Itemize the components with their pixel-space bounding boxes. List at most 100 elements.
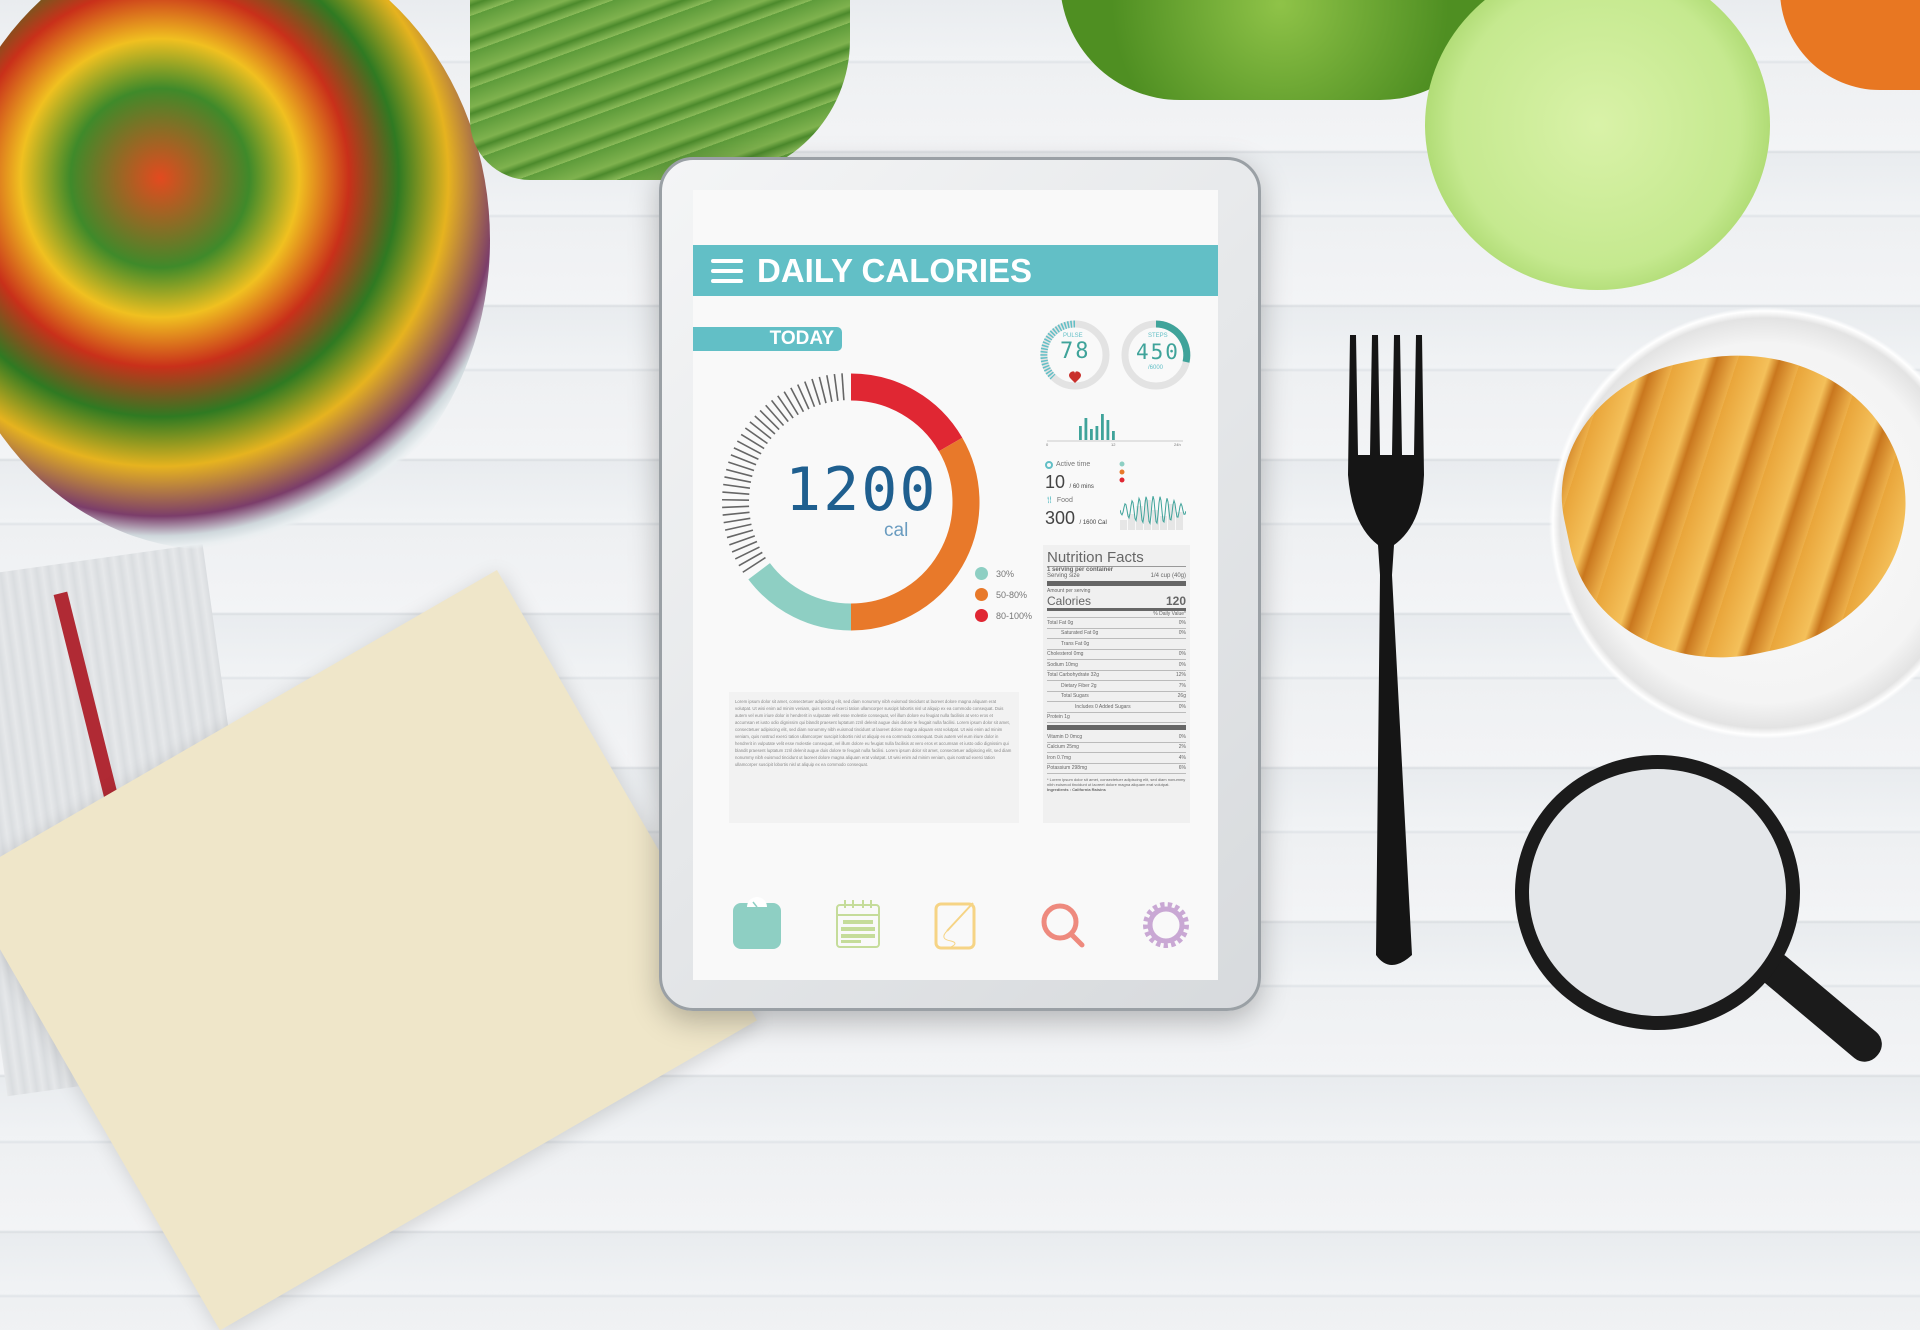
notepad-icon[interactable] — [936, 903, 974, 948]
donut-tick — [722, 506, 749, 507]
menu-icon[interactable] — [711, 259, 743, 283]
steps-value: 450 — [1136, 341, 1180, 363]
footnote: * Lorem ipsum dolor sit amet, consectetu… — [1047, 777, 1186, 787]
activity-bar — [1096, 426, 1099, 440]
activity-bar — [1107, 420, 1110, 440]
donut-tick — [728, 462, 754, 470]
donut-tick — [819, 377, 826, 403]
food-value-row: 300 / 1600 Cal — [1045, 508, 1107, 533]
timer-icon — [1045, 461, 1053, 469]
salad-bowl — [0, 0, 490, 550]
search-icon[interactable] — [1044, 906, 1082, 945]
donut-tick — [725, 524, 751, 530]
calorie-unit: cal — [884, 521, 908, 541]
activity-bar — [1090, 429, 1093, 440]
chart-tick: 24h — [1174, 442, 1181, 447]
wave-bg-bar — [1120, 520, 1127, 530]
legend-item: 80-100% — [975, 605, 1032, 626]
donut-tick — [755, 416, 775, 434]
donut-tick — [784, 392, 798, 415]
activity-bar — [1079, 426, 1082, 440]
donut-tick — [745, 428, 767, 443]
divider — [1047, 581, 1186, 586]
app-title: DAILY CALORIES — [757, 252, 1032, 290]
carrot — [1780, 0, 1920, 90]
calorie-value: 1200 — [785, 461, 938, 519]
legend-swatch — [975, 567, 988, 580]
food-wave-chart — [1120, 490, 1186, 530]
activity-bar — [1101, 414, 1104, 440]
legend-swatch — [975, 588, 988, 601]
donut-tick — [739, 552, 762, 565]
nutrition-title: Nutrition Facts — [1047, 549, 1186, 567]
steps-label: STEPS — [1148, 333, 1168, 340]
nutrition-row: Protein 1g — [1047, 713, 1186, 724]
scale-icon[interactable] — [733, 897, 781, 949]
activity-bar-chart — [1045, 400, 1185, 444]
legend: 30% 50-80% 80-100% — [975, 563, 1032, 626]
cutlery-icon: 🍴︎ — [1045, 496, 1054, 506]
food-label-row: 🍴︎Food — [1045, 496, 1073, 506]
donut-tick — [778, 396, 793, 418]
donut-tick — [741, 434, 764, 448]
legend-item: 50-80% — [975, 584, 1032, 605]
nutrition-row: Trans Fat 0g — [1047, 639, 1186, 650]
nutrition-facts-panel: Nutrition Facts 1 serving per container … — [1043, 545, 1190, 823]
magnifying-glass — [1515, 755, 1800, 1030]
juice-glass — [1425, 0, 1770, 290]
description-text: Lorem ipsum dolor sit amet, consectetuer… — [729, 692, 1019, 823]
donut-segment-teal — [759, 571, 851, 617]
donut-tick — [750, 422, 771, 439]
donut-tick — [724, 477, 750, 482]
legend-item: 30% — [975, 563, 1032, 584]
active-time-label-row: Active time — [1045, 460, 1090, 470]
donut-tick — [827, 375, 832, 402]
divider — [1047, 725, 1186, 730]
donut-tick — [724, 518, 751, 522]
donut-tick — [723, 484, 750, 488]
ingredients: Ingredients : California Raisins — [1047, 787, 1186, 792]
heart-icon — [1069, 371, 1081, 383]
fork — [1342, 335, 1442, 975]
donut-segment-red — [851, 387, 951, 445]
wave-bg-bar — [1160, 516, 1167, 530]
steps-goal: /6000 — [1148, 365, 1163, 372]
donut-tick — [842, 373, 844, 400]
activity-bar — [1085, 418, 1088, 440]
active-time-value-row: 10 / 60 mins — [1045, 472, 1094, 497]
gear-icon[interactable] — [1147, 906, 1185, 944]
chart-tick: 12 — [1111, 442, 1115, 447]
tab-today[interactable]: TODAY — [693, 327, 842, 351]
chart-tick: 0 — [1046, 442, 1048, 447]
donut-tick — [834, 374, 837, 401]
pulse-value: 78 — [1060, 341, 1091, 363]
donut-tick — [760, 410, 779, 429]
donut-tick — [766, 405, 784, 425]
donut-tick — [812, 379, 820, 405]
activity-bar — [1112, 431, 1115, 440]
donut-tick — [726, 469, 752, 476]
calendar-icon[interactable] — [837, 900, 879, 947]
bottom-nav — [693, 895, 1218, 955]
green-beans — [470, 0, 850, 180]
donut-tick — [722, 492, 749, 494]
donut-tick — [723, 512, 750, 515]
mini-legend — [1118, 460, 1138, 484]
daily-value-label: % Daily Value* — [1047, 611, 1186, 618]
app-header: DAILY CALORIES — [693, 245, 1218, 296]
donut-tick — [772, 400, 789, 421]
legend-swatch — [975, 609, 988, 622]
